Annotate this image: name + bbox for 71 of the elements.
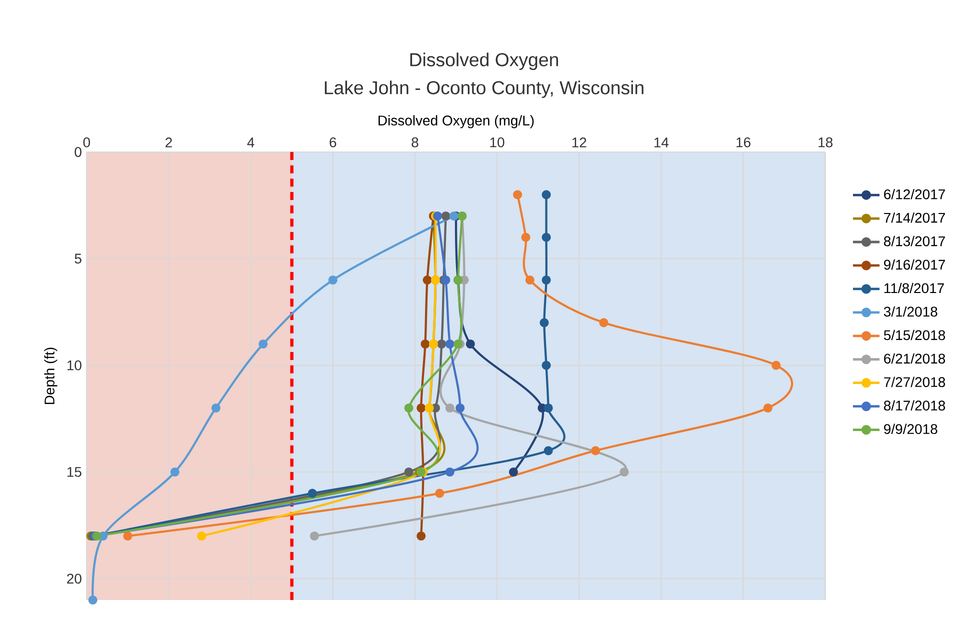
point [542,275,551,284]
x-tick-label: 12 [572,137,586,148]
point [449,211,458,220]
point [420,339,430,348]
y-tick-label: 15 [67,466,82,477]
legend-label: 7/27/2018 [884,376,946,387]
point [445,339,454,348]
point [445,403,454,412]
chart-subtitle: Lake John - Oconto County, Wisconsin [324,80,644,98]
point [328,275,338,284]
point [404,467,414,476]
legend-label: 6/12/2017 [884,188,945,200]
point [441,211,450,220]
x-tick-label: 14 [654,138,669,148]
x-axis-title: Dissolved Oxygen (mg/L) [378,115,534,128]
point [620,467,629,476]
point [456,403,465,412]
point [544,403,553,412]
x-tick-label: 10 [490,137,504,148]
point [466,339,475,348]
point [308,488,317,498]
point [513,190,522,200]
y-tick-label: 0 [74,146,82,157]
x-tick-label: 0 [83,137,90,148]
x-tick-label: 16 [736,137,750,148]
y-axis-title: Depth (ft) [44,348,58,404]
point [211,403,220,412]
point [542,232,551,242]
point [763,403,772,412]
point [525,275,534,284]
y-tick-label: 10 [67,360,82,370]
point [437,339,446,348]
legend-label: 8/17/2018 [884,400,946,410]
x-tick-label: 4 [247,138,254,148]
point [197,531,206,540]
point [88,595,98,604]
legend-label: 11/8/2017 [884,282,944,294]
point [416,531,426,540]
point [433,211,442,220]
chart-title: Dissolved Oxygen [410,52,558,70]
point [521,232,530,242]
legend-label: 9/16/2017 [884,259,945,270]
y-tick-label: 5 [74,254,82,264]
point [542,190,551,200]
legend-label: 6/21/2018 [884,353,946,364]
point [508,467,518,476]
x-tick-label: 8 [412,137,418,148]
point [540,318,549,328]
y-tick-label: 20 [67,574,82,584]
point [772,360,781,370]
legend-label: 7/14/2017 [884,212,945,223]
point [599,318,608,328]
point [445,467,454,476]
point [542,360,551,370]
x-tick-label: 6 [330,137,336,148]
point [310,531,319,540]
point [422,275,432,284]
x-tick-label: 2 [166,137,172,148]
x-tick-label: 18 [818,137,833,148]
point [404,403,414,412]
point [544,446,553,456]
point [258,339,268,348]
legend-label: 5/15/2018 [884,330,946,340]
legend-label: 3/1/2018 [884,306,938,316]
point [435,488,444,498]
point [416,403,426,412]
legend-label: 8/13/2017 [884,236,945,246]
point [123,531,132,540]
point [590,446,600,456]
point [170,467,180,476]
legend-label: 9/9/2018 [884,424,938,434]
